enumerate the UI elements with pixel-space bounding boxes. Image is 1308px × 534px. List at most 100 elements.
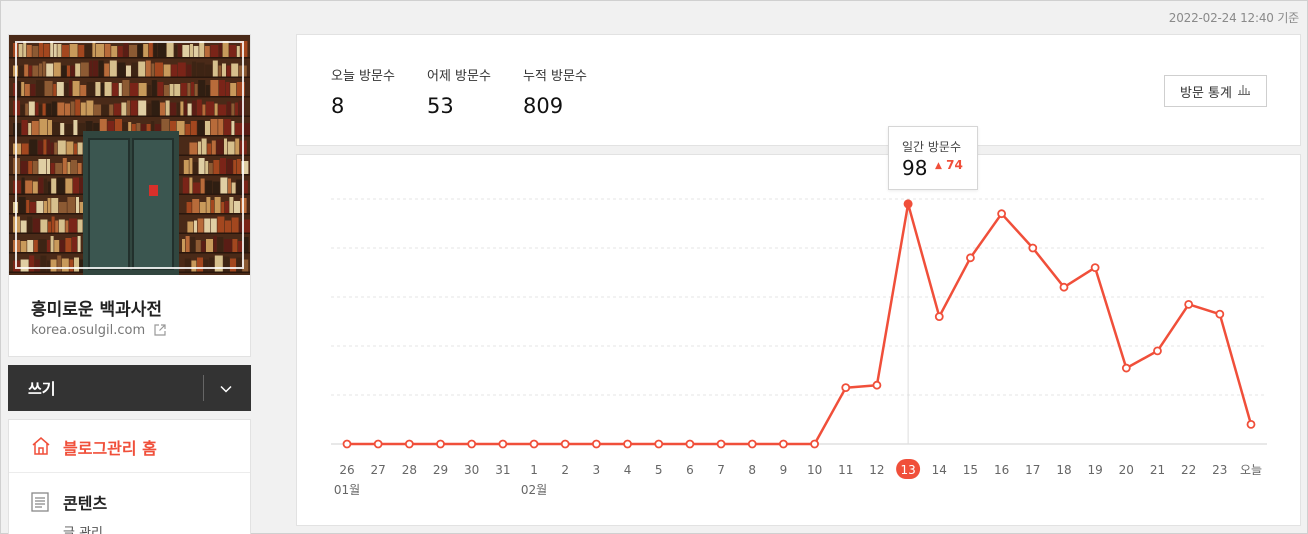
data-point	[716, 439, 726, 449]
menu-item-blog-admin-home[interactable]: 블로그관리 홈	[9, 420, 250, 473]
cover-book	[20, 220, 27, 233]
cover-book	[164, 85, 169, 96]
stat-total: 누적 방문수 809	[523, 65, 587, 118]
cover-book	[101, 104, 109, 116]
cover-book	[65, 103, 70, 116]
cover-book	[213, 160, 220, 174]
cover-book	[186, 64, 192, 77]
blog-name[interactable]: 흥미로운 백과사전	[31, 300, 163, 320]
cover-book	[65, 238, 72, 252]
cover-book	[25, 180, 33, 194]
cover-book	[228, 178, 231, 194]
cover-book	[17, 81, 21, 96]
cover-book	[183, 160, 189, 174]
cover-book	[232, 239, 238, 252]
x-tick-label: 23	[1212, 463, 1227, 477]
cover-book	[104, 44, 111, 57]
cover-book	[187, 103, 192, 116]
cover-book	[227, 141, 235, 155]
cover-book	[50, 236, 54, 252]
cover-book	[123, 42, 129, 57]
cover-book	[38, 159, 47, 174]
cover-book	[32, 46, 39, 57]
cover-book	[231, 103, 235, 116]
data-point	[1184, 299, 1194, 309]
x-tick-label: 2	[561, 463, 569, 477]
cover-book	[92, 41, 96, 57]
cover-book	[54, 142, 58, 155]
cover-book	[213, 236, 217, 252]
cover-book	[138, 83, 147, 96]
cover-book	[136, 123, 141, 135]
cover-book	[210, 45, 219, 57]
cover-shelf	[9, 115, 250, 117]
cover-book	[67, 162, 71, 174]
x-tick-label: 1	[530, 463, 538, 477]
blog-cover-image[interactable]	[9, 35, 250, 275]
cover-book	[40, 219, 48, 233]
cover-book	[212, 60, 218, 77]
cover-book	[187, 221, 194, 233]
cover-book	[235, 138, 240, 155]
stats-timestamp: 2022-02-24 12:40 기준	[1168, 11, 1299, 25]
cover-book	[113, 103, 121, 116]
cover-book	[174, 84, 181, 96]
visit-stats-button-label: 방문 통계	[1180, 85, 1232, 101]
cover-book	[184, 258, 191, 272]
cover-book	[39, 42, 43, 57]
cover-book	[21, 177, 25, 194]
cover-book	[39, 104, 42, 116]
cover-book	[220, 158, 226, 174]
cover-book	[146, 103, 151, 116]
cover-book	[236, 82, 245, 96]
cover-book	[210, 80, 219, 96]
cover-book	[231, 121, 235, 135]
cover-book	[13, 100, 20, 116]
cover-book	[128, 122, 132, 135]
cover-book	[198, 158, 205, 174]
cover-book	[193, 162, 198, 174]
cover-book	[131, 62, 138, 77]
cover-book	[20, 161, 28, 174]
cover-book	[155, 62, 163, 77]
cover-book	[115, 119, 122, 135]
data-point	[436, 439, 445, 449]
cover-book	[51, 178, 57, 194]
cover-book	[79, 177, 85, 194]
cover-book	[197, 218, 204, 233]
data-point	[560, 439, 570, 449]
cover-book	[217, 216, 225, 233]
cover-book	[118, 83, 122, 96]
cover-book	[169, 84, 174, 96]
series-line	[347, 202, 1253, 446]
blog-url-link[interactable]: korea.osulgil.com	[31, 323, 166, 340]
cover-book	[193, 182, 200, 194]
data-point	[872, 380, 882, 390]
write-button[interactable]: 쓰기	[28, 380, 56, 398]
cover-book	[24, 64, 29, 77]
cover-book	[38, 177, 44, 194]
cover-book	[13, 123, 21, 135]
menu-subitem-post-management[interactable]: 글 관리	[63, 526, 104, 534]
visit-stats-button[interactable]: 방문 통계	[1164, 75, 1267, 107]
cover-book	[154, 124, 161, 135]
cover-book	[211, 200, 214, 213]
data-point	[966, 253, 975, 263]
chevron-down-icon[interactable]	[219, 381, 233, 400]
cover-book	[26, 200, 30, 213]
cover-book	[111, 46, 118, 57]
cover-book	[72, 81, 80, 96]
stat-yesterday-label: 어제 방문수	[427, 69, 491, 84]
cover-book	[64, 124, 73, 135]
data-point	[529, 439, 539, 449]
cover-book	[176, 102, 180, 116]
cover-book	[122, 80, 130, 96]
cover-book	[226, 159, 233, 174]
cover-book	[34, 259, 40, 272]
cover-book	[238, 100, 245, 116]
cover-book	[30, 84, 36, 96]
cover-book	[13, 260, 20, 272]
cover-book	[130, 83, 138, 96]
x-tick-label: 14	[932, 463, 947, 477]
cover-book	[47, 260, 50, 272]
